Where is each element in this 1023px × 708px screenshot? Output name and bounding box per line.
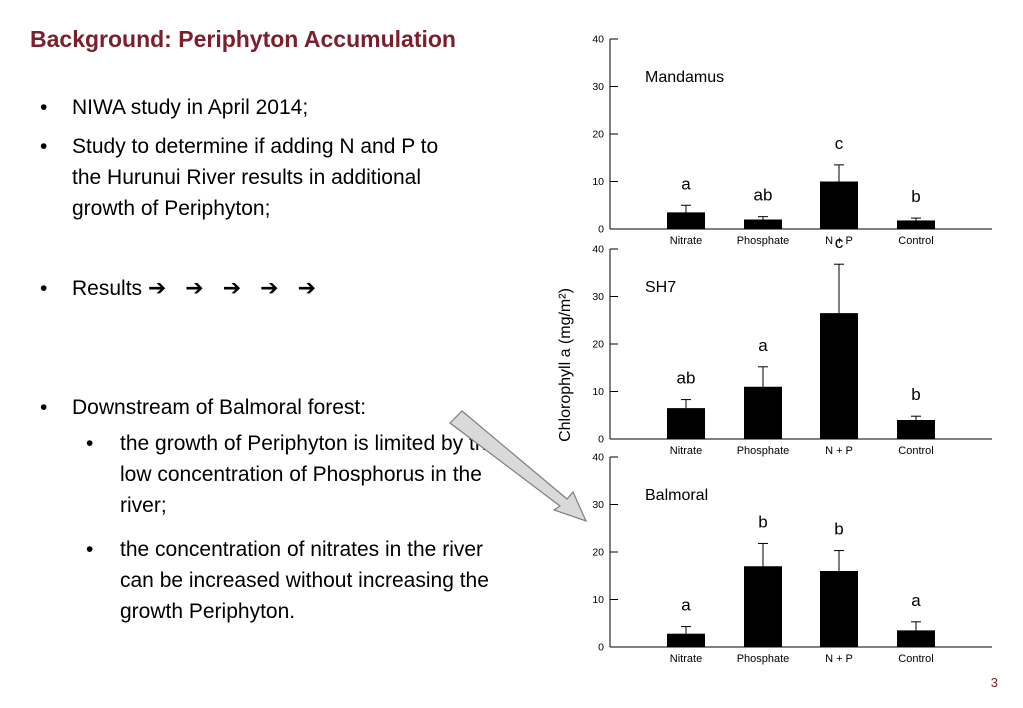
sub-bullet-text: the growth of Periphyton is limited by t… <box>120 432 499 517</box>
significance-letter: a <box>911 591 921 610</box>
category-label: Control <box>898 235 933 247</box>
bullet-dot: • <box>40 277 48 300</box>
bullet-text: Downstream of Balmoral forest: <box>72 396 367 419</box>
y-tick-label: 10 <box>592 386 604 398</box>
y-tick-label: 40 <box>592 244 604 256</box>
bullet-text: Study to determine if adding N and P to … <box>72 135 439 220</box>
category-label: Nitrate <box>670 445 702 457</box>
bullet-dot: • <box>40 135 48 158</box>
right-arrow-icons: ➔ ➔ ➔ ➔ ➔ <box>147 276 323 301</box>
category-label: N + P <box>825 235 853 247</box>
significance-letter: b <box>911 385 920 404</box>
y-axis-label: Chlorophyll a (mg/m²) <box>557 288 574 442</box>
y-tick-label: 40 <box>592 452 604 464</box>
significance-letter: ab <box>754 186 773 205</box>
significance-letter: b <box>911 187 920 206</box>
y-tick-label: 0 <box>598 434 604 446</box>
significance-letter: a <box>681 596 691 615</box>
page-number: 3 <box>990 675 998 690</box>
bar <box>820 313 858 439</box>
y-tick-label: 10 <box>592 176 604 188</box>
y-tick-label: 20 <box>592 339 604 351</box>
category-label: Control <box>898 653 933 665</box>
bar <box>897 220 935 229</box>
slide-title: Background: Periphyton Accumulation <box>30 26 456 52</box>
y-tick-label: 30 <box>592 81 604 93</box>
significance-letter: a <box>681 174 691 193</box>
bar <box>744 219 782 229</box>
bar <box>744 566 782 647</box>
y-tick-label: 0 <box>598 224 604 236</box>
chart-title: Mandamus <box>645 69 724 86</box>
sub-bullet-text: the concentration of nitrates in the riv… <box>120 538 489 623</box>
bar <box>744 386 782 439</box>
y-tick-label: 0 <box>598 642 604 654</box>
category-label: Phosphate <box>737 653 790 665</box>
significance-letter: ab <box>677 369 696 388</box>
bullet-dot: • <box>86 538 94 561</box>
bullet-dot: • <box>86 432 94 455</box>
significance-letter: c <box>835 134 844 153</box>
bar <box>667 212 705 229</box>
bar <box>820 571 858 647</box>
category-label: N + P <box>825 653 853 665</box>
category-label: Nitrate <box>670 653 702 665</box>
category-label: Phosphate <box>737 235 790 247</box>
bullet-dot: • <box>40 396 48 419</box>
significance-letter: c <box>835 233 844 252</box>
bullet-text: NIWA study in April 2014; <box>72 96 309 119</box>
y-tick-label: 30 <box>592 291 604 303</box>
y-tick-label: 10 <box>592 594 604 606</box>
bar <box>667 408 705 439</box>
chart-title: Balmoral <box>645 487 708 504</box>
y-tick-label: 20 <box>592 547 604 559</box>
y-tick-label: 30 <box>592 499 604 511</box>
category-label: Phosphate <box>737 445 790 457</box>
bar <box>897 630 935 647</box>
category-label: Control <box>898 445 933 457</box>
bullet-dot: • <box>40 96 48 119</box>
bar <box>667 633 705 647</box>
bullet-text: Results ➔ ➔ ➔ ➔ ➔ <box>72 273 492 304</box>
y-tick-label: 40 <box>592 34 604 46</box>
bar <box>897 420 935 439</box>
results-label: Results <box>72 277 143 300</box>
significance-letter: a <box>758 336 768 355</box>
chart-title: SH7 <box>645 279 676 296</box>
bar <box>820 181 858 229</box>
significance-letter: b <box>758 512 767 531</box>
y-tick-label: 20 <box>592 129 604 141</box>
category-label: Nitrate <box>670 235 702 247</box>
significance-letter: b <box>834 520 843 539</box>
category-label: N + P <box>825 445 853 457</box>
